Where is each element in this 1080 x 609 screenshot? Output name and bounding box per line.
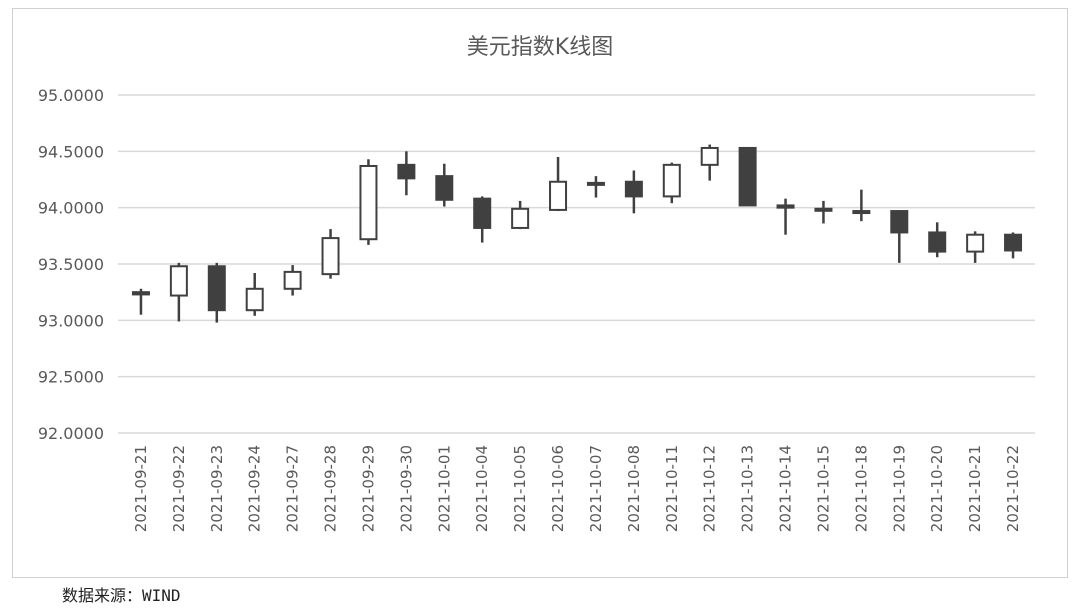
candle xyxy=(662,162,681,204)
y-tick-label: 94.0000 xyxy=(38,199,104,218)
x-tick-label: 2021-10-08 xyxy=(625,445,643,532)
candle-body-up xyxy=(169,265,188,297)
x-tick-label: 2021-10-14 xyxy=(777,445,795,532)
x-tick-label: 2021-10-18 xyxy=(852,445,870,532)
candle-body-down xyxy=(814,207,833,212)
chart-frame xyxy=(12,8,1068,578)
candle xyxy=(738,146,757,207)
candle-body-up xyxy=(966,233,985,253)
candle xyxy=(131,288,150,315)
candle-body-down xyxy=(928,231,947,253)
candle-body-down xyxy=(624,180,643,198)
x-tick-label: 2021-09-22 xyxy=(170,445,188,532)
candle xyxy=(321,229,340,279)
x-tick-label: 2021-10-04 xyxy=(473,445,491,532)
candle-body-up xyxy=(700,146,719,166)
candle xyxy=(169,262,188,322)
candle xyxy=(624,170,643,214)
candle-body-down xyxy=(776,204,795,209)
x-tick-label: 2021-10-20 xyxy=(928,445,946,532)
x-tick-label: 2021-09-24 xyxy=(246,445,264,532)
candle xyxy=(928,222,947,258)
x-tick-label: 2021-10-22 xyxy=(1004,445,1022,532)
candle xyxy=(245,273,264,316)
candle xyxy=(814,200,833,224)
x-tick-label: 2021-09-28 xyxy=(322,445,340,532)
x-tick-label: 2021-09-27 xyxy=(284,445,302,532)
chart-title: 美元指数K线图 xyxy=(467,35,613,60)
candle-body-up xyxy=(321,237,340,276)
x-tick-label: 2021-10-15 xyxy=(814,445,832,532)
x-tick-label: 2021-10-01 xyxy=(435,445,453,532)
x-tick-label: 2021-10-21 xyxy=(966,445,984,532)
candle xyxy=(283,265,302,296)
candle-body-down xyxy=(131,291,150,296)
candle xyxy=(1004,232,1023,259)
x-tick-label: 2021-09-30 xyxy=(397,445,415,532)
candle-body-down xyxy=(473,197,492,229)
candle-body-up xyxy=(662,163,681,198)
candle xyxy=(776,198,795,235)
y-tick-label: 93.5000 xyxy=(38,255,104,274)
x-tick-label: 2021-10-06 xyxy=(549,445,567,532)
candle xyxy=(207,262,226,323)
candle-body-down xyxy=(890,210,909,234)
y-tick-label: 92.5000 xyxy=(38,368,104,387)
candle xyxy=(586,176,605,198)
x-tick-label: 2021-10-07 xyxy=(587,445,605,532)
candle-body-down xyxy=(738,146,757,207)
candle-body-down xyxy=(852,210,871,215)
candle-body-up xyxy=(511,207,530,229)
candle-body-up xyxy=(283,270,302,290)
y-tick-label: 94.5000 xyxy=(38,142,104,161)
x-tick-label: 2021-10-05 xyxy=(511,445,529,532)
x-tick-label: 2021-10-13 xyxy=(739,445,757,532)
candle-body-up xyxy=(549,180,568,211)
candle xyxy=(549,156,568,212)
x-tick-label: 2021-09-29 xyxy=(359,445,377,532)
candle-body-down xyxy=(586,181,605,186)
x-tick-label: 2021-10-12 xyxy=(701,445,719,532)
candle xyxy=(700,144,719,181)
candle xyxy=(511,200,530,230)
candle xyxy=(397,151,416,196)
y-tick-label: 93.0000 xyxy=(38,311,104,330)
data-source-note: 数据来源：WIND xyxy=(62,586,181,605)
candle xyxy=(966,231,985,263)
candle-body-up xyxy=(359,164,378,241)
x-tick-label: 2021-10-19 xyxy=(890,445,908,532)
y-tick-label: 92.0000 xyxy=(38,424,104,443)
candle xyxy=(359,159,378,245)
candle xyxy=(435,163,454,207)
x-tick-label: 2021-09-23 xyxy=(208,445,226,532)
candle-body-down xyxy=(1004,233,1023,252)
y-tick-label: 95.0000 xyxy=(38,86,104,105)
x-tick-label: 2021-10-11 xyxy=(663,445,681,532)
candle xyxy=(473,196,492,243)
candle xyxy=(852,189,871,222)
candle-body-down xyxy=(397,163,416,180)
candle-body-down xyxy=(207,265,226,312)
candle-body-up xyxy=(245,287,264,312)
x-tick-label: 2021-09-21 xyxy=(132,445,150,532)
candle xyxy=(890,210,909,263)
candle-body-down xyxy=(435,175,454,201)
